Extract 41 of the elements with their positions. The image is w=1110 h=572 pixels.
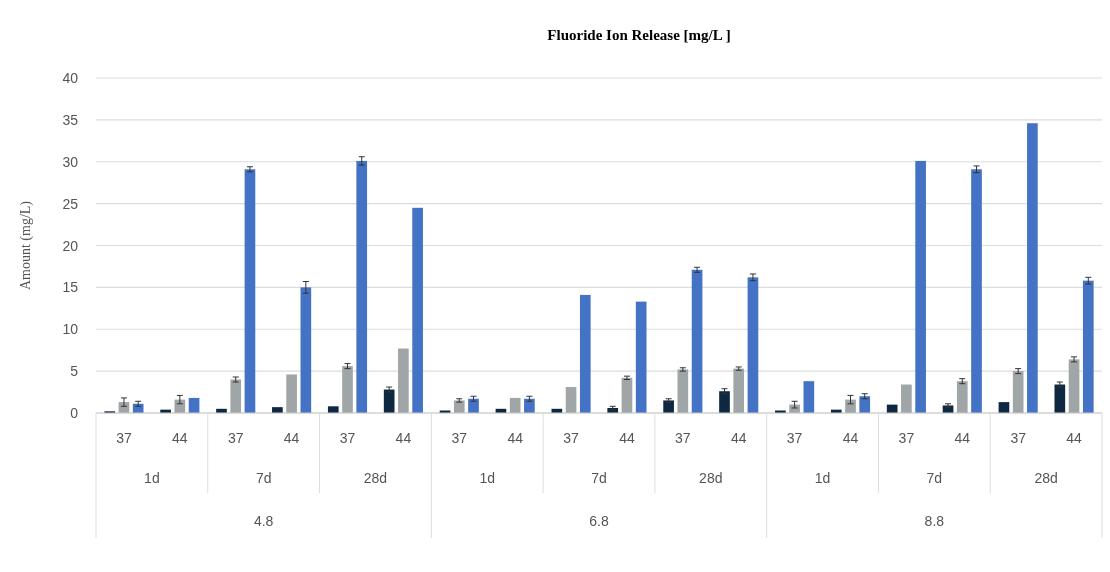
x-tick-label: 37 — [227, 430, 244, 446]
x-tick-label: 44 — [619, 430, 635, 446]
x-tick-label: 37 — [451, 430, 468, 446]
y-tick-label: 25 — [62, 195, 79, 212]
y-tick-label: 40 — [62, 70, 79, 86]
x-tick-label: 44 — [172, 430, 188, 446]
text: 6.8 — [589, 513, 609, 529]
x-tick-label: 37 — [116, 430, 132, 446]
x-tick-label: 44 — [507, 430, 524, 446]
y-tick-label: 20 — [62, 237, 79, 254]
text: 7d — [926, 470, 943, 486]
text: 28d — [363, 470, 388, 486]
x-tick-label: 44 — [842, 430, 859, 446]
x-tick-label: 37 — [898, 430, 915, 446]
x-tick-label: 44 — [730, 430, 747, 446]
chart-title: Fluoride Ion Release [mg/L ] — [547, 27, 731, 43]
x-tick-label: 37 — [675, 430, 691, 446]
y-tick-label: 5 — [70, 363, 79, 380]
x-tick-label: 37 — [563, 430, 580, 446]
text: 1d — [479, 470, 496, 486]
text: 28d — [699, 470, 723, 486]
x-tick-label: 44 — [283, 430, 300, 446]
x-tick-label: 37 — [1010, 430, 1027, 446]
x-tick-label: 44 — [395, 430, 412, 446]
text: 8.8 — [924, 513, 945, 529]
y-tick-label: 0 — [70, 405, 79, 421]
text: 1d — [144, 470, 160, 486]
x-tick-label: 44 — [1066, 430, 1083, 446]
text: 4.8 — [253, 513, 274, 529]
x-tick-label: 37 — [786, 430, 803, 446]
text: 7d — [591, 470, 607, 486]
y-tick-label: 10 — [62, 321, 79, 338]
y-tick-label: 15 — [62, 279, 79, 296]
text: 28d — [1034, 470, 1058, 486]
text: 1d — [814, 470, 831, 486]
x-tick-label: 37 — [339, 430, 356, 446]
y-tick-label: 30 — [62, 153, 79, 170]
x-tick-label: 44 — [954, 430, 971, 446]
text: 7d — [255, 470, 272, 486]
y-tick-label: 35 — [62, 111, 79, 128]
y-axis-title: Amount (mg/L) — [18, 200, 34, 291]
